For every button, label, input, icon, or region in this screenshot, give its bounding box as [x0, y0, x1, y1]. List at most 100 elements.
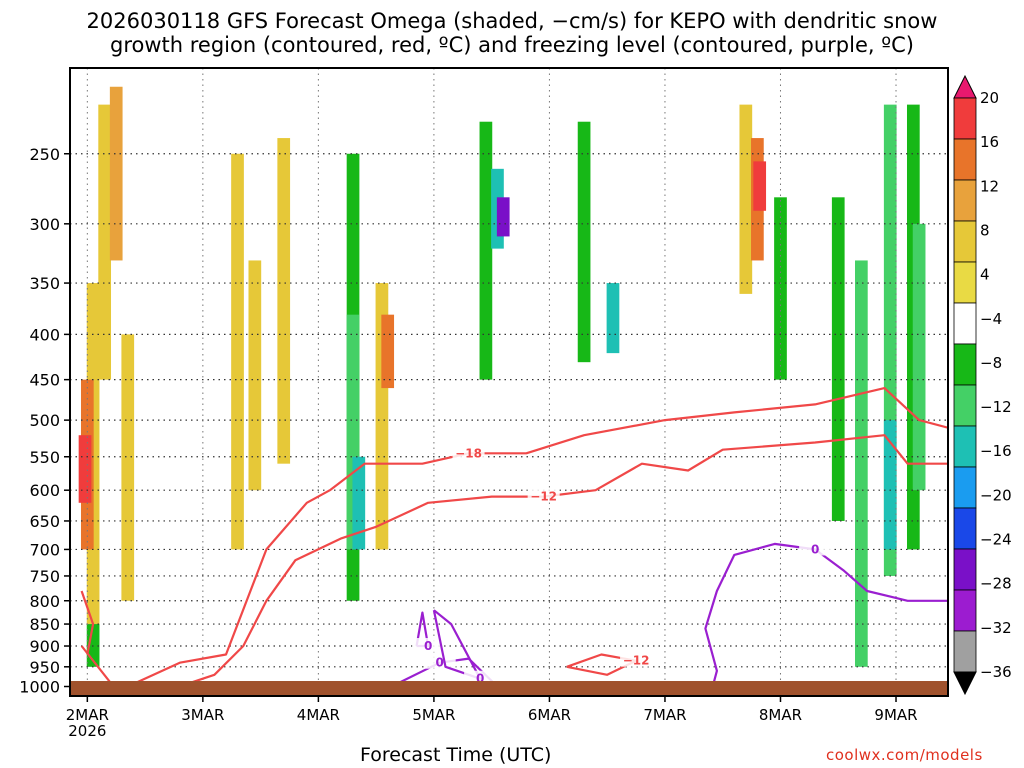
- colorbar-bottom-arrow: [953, 671, 977, 696]
- omega-cell: [444, 104, 458, 421]
- colorbar-label: −8: [980, 354, 1002, 372]
- colorbar-label: −12: [980, 398, 1012, 416]
- y-tick-label: 950: [29, 658, 60, 677]
- y-tick-label: 700: [29, 540, 60, 559]
- colorbar-segment: [953, 548, 977, 591]
- colorbar-segment: [953, 589, 977, 632]
- omega-cell: [855, 260, 868, 667]
- omega-cell: [248, 260, 262, 491]
- y-tick-label: 500: [29, 411, 60, 430]
- omega-cell: [479, 121, 493, 380]
- colorbar-segment: [953, 261, 977, 304]
- dgz-contour: [80, 590, 95, 655]
- x-tick-year: 2026: [68, 722, 106, 740]
- y-tick-label: 550: [29, 448, 60, 467]
- colorbar-segment: [953, 425, 977, 468]
- omega-cell: [98, 104, 112, 380]
- x-tick-label: 6MAR: [528, 706, 571, 724]
- colorbar-label: −4: [980, 310, 1002, 328]
- contour-label-bg: [423, 654, 456, 669]
- omega-cell: [352, 456, 366, 550]
- ground-surface: [70, 681, 948, 696]
- contour-label: 0: [424, 639, 432, 653]
- y-tick-label: 300: [29, 215, 60, 234]
- x-tick-label: 8MAR: [759, 706, 802, 724]
- omega-cell: [496, 197, 510, 237]
- omega-cell: [121, 334, 135, 601]
- colorbar-label: −36: [980, 663, 1012, 681]
- omega-cell: [753, 161, 767, 211]
- y-tick-label: 900: [29, 637, 60, 656]
- freezing-level-contour: [704, 542, 948, 693]
- chart-title-line-2: growth region (contoured, red, ºC) and f…: [110, 33, 914, 57]
- colorbar-top-arrow: [953, 74, 977, 99]
- y-tick-label: 1000: [19, 678, 60, 697]
- colorbar-label: 4: [980, 266, 990, 284]
- contour-label-bg: [527, 488, 560, 503]
- contour-label-bg: [412, 638, 445, 653]
- colorbar-label: −28: [980, 575, 1012, 593]
- y-tick-label: 250: [29, 145, 60, 164]
- x-axis: 2026 2MAR 3MAR 4MAR 5MAR 6MAR 7MAR 8MAR 9MAR: [66, 696, 918, 740]
- x-tick-label: 5MAR: [412, 706, 455, 724]
- colorbar-segment: [953, 138, 977, 181]
- y-axis: 250 300 350 400 450 500 550 600 650 700 750 800 850 9…: [19, 145, 70, 697]
- x-tick-label: 7MAR: [643, 706, 686, 724]
- colorbar-label: −20: [980, 486, 1012, 504]
- contour-label: −12: [530, 490, 557, 504]
- y-tick-label: 850: [29, 615, 60, 634]
- omega-cell: [231, 153, 244, 550]
- plot-background: [70, 68, 948, 696]
- omega-cell: [912, 223, 926, 491]
- y-tick-label: 350: [29, 274, 60, 293]
- x-tick-label: 2MAR: [66, 706, 109, 724]
- colorbar-label: 16: [980, 133, 999, 151]
- y-tick-label: 800: [29, 592, 60, 611]
- colorbar-label: 12: [980, 177, 999, 195]
- dgz-contour: [81, 387, 948, 688]
- colorbar-segment: [953, 384, 977, 427]
- contour-label: 0: [811, 542, 819, 556]
- y-tick-label: 450: [29, 371, 60, 390]
- contour-label-bg: [620, 652, 653, 667]
- y-tick-label: 400: [29, 325, 60, 344]
- omega-cell: [78, 435, 92, 503]
- colorbar-segment: [953, 507, 977, 550]
- colorbar-label: 20: [980, 89, 999, 107]
- colorbar: 20 16 12 8 4 −4 −8 −12 −16 −20 −24 −28 −32 −36: [953, 74, 1012, 696]
- contour-label: 0: [436, 656, 444, 670]
- colorbar-label: −32: [980, 619, 1012, 637]
- omega-cell: [381, 314, 395, 389]
- x-tick-label: 9MAR: [874, 706, 917, 724]
- plot-frame: [69, 67, 949, 697]
- x-tick-label: 4MAR: [297, 706, 340, 724]
- colorbar-segment: [953, 302, 977, 345]
- contour-label: −12: [623, 654, 650, 668]
- contour-label-bg: [799, 541, 832, 556]
- y-tick-label: 750: [29, 567, 60, 586]
- contour-label-bg: [452, 445, 485, 460]
- dgz-contour: [80, 434, 948, 696]
- omega-cell: [883, 420, 897, 550]
- x-tick-label: 3MAR: [181, 706, 224, 724]
- y-tick-label: 650: [29, 512, 60, 531]
- chart-title-line-1: 2026030118 GFS Forecast Omega (shaded, −…: [86, 9, 938, 33]
- colorbar-segment: [953, 630, 977, 673]
- colorbar-label: −24: [980, 531, 1012, 549]
- omega-cell: [577, 121, 591, 363]
- site-credit: coolwx.com/models: [826, 746, 983, 764]
- omega-cell: [109, 86, 123, 261]
- colorbar-segment: [953, 220, 977, 263]
- colorbar-segment: [953, 97, 977, 140]
- colorbar-label: 8: [980, 222, 990, 240]
- contour-label: −18: [455, 446, 482, 460]
- colorbar-segment: [953, 466, 977, 509]
- colorbar-segment: [953, 179, 977, 222]
- contour-label: 0: [476, 672, 484, 686]
- colorbar-label: −16: [980, 442, 1012, 460]
- omega-cell: [606, 283, 620, 354]
- omega-cell: [831, 197, 845, 521]
- y-tick-label: 600: [29, 481, 60, 500]
